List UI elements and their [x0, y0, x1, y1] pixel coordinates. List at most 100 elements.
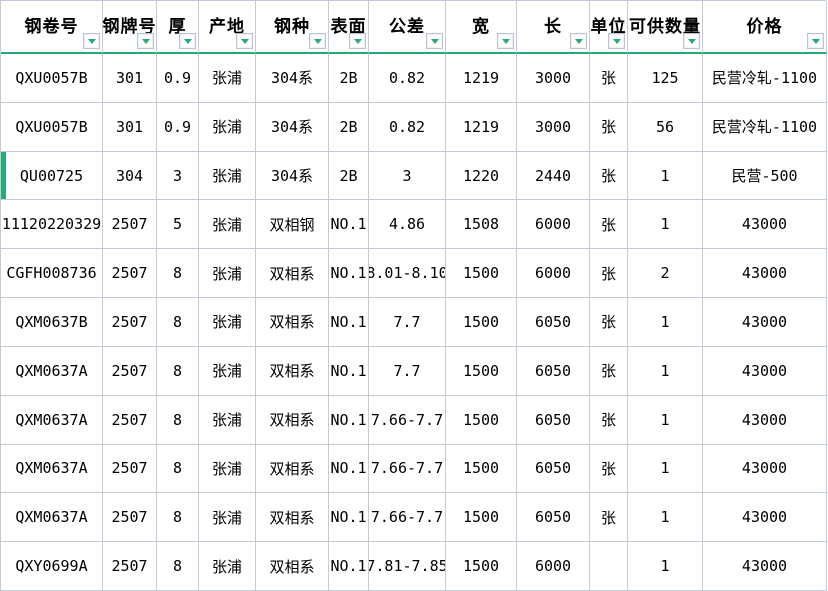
cell-coil-no[interactable]: QXM0637A	[1, 444, 103, 494]
cell-width[interactable]: 1500	[446, 346, 517, 396]
cell-unit[interactable]: 张	[590, 298, 628, 347]
cell-surface[interactable]: NO.1	[329, 200, 369, 250]
cell-origin[interactable]: 张浦	[199, 395, 256, 445]
cell-unit[interactable]: 张	[590, 249, 628, 299]
cell-unit[interactable]: 张	[590, 346, 628, 396]
cell-steel-type[interactable]: 双相系	[256, 542, 329, 591]
cell-qty[interactable]: 1	[628, 444, 703, 494]
cell-thickness[interactable]: 5	[157, 200, 199, 250]
cell-unit[interactable]: 张	[590, 444, 628, 494]
cell-origin[interactable]: 张浦	[199, 54, 256, 103]
cell-surface[interactable]: NO.1	[329, 493, 369, 543]
cell-tolerance[interactable]: 7.66-7.7	[369, 444, 446, 494]
cell-price[interactable]: 43000	[703, 298, 827, 347]
filter-button-price[interactable]	[807, 33, 824, 49]
cell-grade[interactable]: 2507	[103, 200, 157, 250]
cell-thickness[interactable]: 8	[157, 542, 199, 591]
cell-price[interactable]: 43000	[703, 346, 827, 396]
filter-button-surface[interactable]	[349, 33, 366, 49]
cell-grade[interactable]: 2507	[103, 346, 157, 396]
cell-qty[interactable]: 1	[628, 493, 703, 543]
filter-button-width[interactable]	[497, 33, 514, 49]
cell-price[interactable]: 43000	[703, 493, 827, 543]
cell-length[interactable]: 6000	[517, 249, 590, 299]
cell-tolerance[interactable]: 7.66-7.7	[369, 493, 446, 543]
cell-surface[interactable]: 2B	[329, 151, 369, 201]
cell-coil-no[interactable]: QU00725	[1, 151, 103, 201]
cell-grade[interactable]: 301	[103, 54, 157, 103]
cell-steel-type[interactable]: 304系	[256, 102, 329, 152]
cell-grade[interactable]: 304	[103, 151, 157, 201]
cell-unit[interactable]: 张	[590, 102, 628, 152]
cell-width[interactable]: 1500	[446, 542, 517, 591]
cell-steel-type[interactable]: 双相系	[256, 346, 329, 396]
filter-button-tolerance[interactable]	[426, 33, 443, 49]
cell-origin[interactable]: 张浦	[199, 151, 256, 201]
cell-coil-no[interactable]: QXM0637A	[1, 395, 103, 445]
cell-qty[interactable]: 1	[628, 346, 703, 396]
cell-unit[interactable]: 张	[590, 200, 628, 250]
cell-steel-type[interactable]: 双相系	[256, 493, 329, 543]
cell-width[interactable]: 1500	[446, 444, 517, 494]
cell-origin[interactable]: 张浦	[199, 249, 256, 299]
cell-origin[interactable]: 张浦	[199, 346, 256, 396]
cell-price[interactable]: 43000	[703, 200, 827, 250]
cell-thickness[interactable]: 8	[157, 346, 199, 396]
cell-coil-no[interactable]: QXM0637A	[1, 493, 103, 543]
cell-width[interactable]: 1508	[446, 200, 517, 250]
cell-price[interactable]: 43000	[703, 395, 827, 445]
filter-button-unit[interactable]	[608, 33, 625, 49]
cell-tolerance[interactable]: 7.7	[369, 346, 446, 396]
cell-coil-no[interactable]: 11120220329	[1, 200, 103, 250]
cell-thickness[interactable]: 0.9	[157, 54, 199, 103]
cell-steel-type[interactable]: 304系	[256, 54, 329, 103]
cell-price[interactable]: 43000	[703, 542, 827, 591]
filter-button-coil-no[interactable]	[83, 33, 100, 49]
cell-thickness[interactable]: 8	[157, 395, 199, 445]
cell-thickness[interactable]: 8	[157, 444, 199, 494]
cell-qty[interactable]: 125	[628, 54, 703, 103]
cell-steel-type[interactable]: 双相系	[256, 249, 329, 299]
cell-origin[interactable]: 张浦	[199, 298, 256, 347]
cell-unit[interactable]: 张	[590, 151, 628, 201]
cell-steel-type[interactable]: 双相系	[256, 298, 329, 347]
cell-unit[interactable]	[590, 542, 628, 591]
cell-surface[interactable]: NO.1	[329, 395, 369, 445]
cell-width[interactable]: 1500	[446, 298, 517, 347]
cell-thickness[interactable]: 8	[157, 249, 199, 299]
cell-qty[interactable]: 2	[628, 249, 703, 299]
cell-surface[interactable]: NO.1	[329, 444, 369, 494]
cell-grade[interactable]: 2507	[103, 249, 157, 299]
cell-thickness[interactable]: 8	[157, 298, 199, 347]
filter-button-grade[interactable]	[137, 33, 154, 49]
cell-length[interactable]: 6050	[517, 444, 590, 494]
cell-surface[interactable]: NO.1	[329, 298, 369, 347]
cell-grade[interactable]: 2507	[103, 395, 157, 445]
cell-coil-no[interactable]: QXY0699A	[1, 542, 103, 591]
cell-grade[interactable]: 2507	[103, 298, 157, 347]
cell-tolerance[interactable]: 7.7	[369, 298, 446, 347]
filter-button-steel-type[interactable]	[309, 33, 326, 49]
cell-qty[interactable]: 1	[628, 542, 703, 591]
cell-price[interactable]: 43000	[703, 444, 827, 494]
cell-qty[interactable]: 1	[628, 298, 703, 347]
cell-surface[interactable]: NO.1	[329, 346, 369, 396]
cell-coil-no[interactable]: QXM0637B	[1, 298, 103, 347]
cell-steel-type[interactable]: 双相系	[256, 395, 329, 445]
cell-thickness[interactable]: 0.9	[157, 102, 199, 152]
cell-width[interactable]: 1500	[446, 493, 517, 543]
cell-tolerance[interactable]: 8.01-8.10	[369, 249, 446, 299]
cell-length[interactable]: 6050	[517, 395, 590, 445]
cell-width[interactable]: 1219	[446, 102, 517, 152]
cell-tolerance[interactable]: 7.81-7.85	[369, 542, 446, 591]
cell-coil-no[interactable]: QXU0057B	[1, 102, 103, 152]
cell-grade[interactable]: 2507	[103, 542, 157, 591]
cell-length[interactable]: 6050	[517, 346, 590, 396]
cell-qty[interactable]: 1	[628, 395, 703, 445]
cell-thickness[interactable]: 3	[157, 151, 199, 201]
cell-thickness[interactable]: 8	[157, 493, 199, 543]
cell-origin[interactable]: 张浦	[199, 493, 256, 543]
cell-steel-type[interactable]: 双相钢	[256, 200, 329, 250]
cell-coil-no[interactable]: QXU0057B	[1, 54, 103, 103]
cell-coil-no[interactable]: QXM0637A	[1, 346, 103, 396]
